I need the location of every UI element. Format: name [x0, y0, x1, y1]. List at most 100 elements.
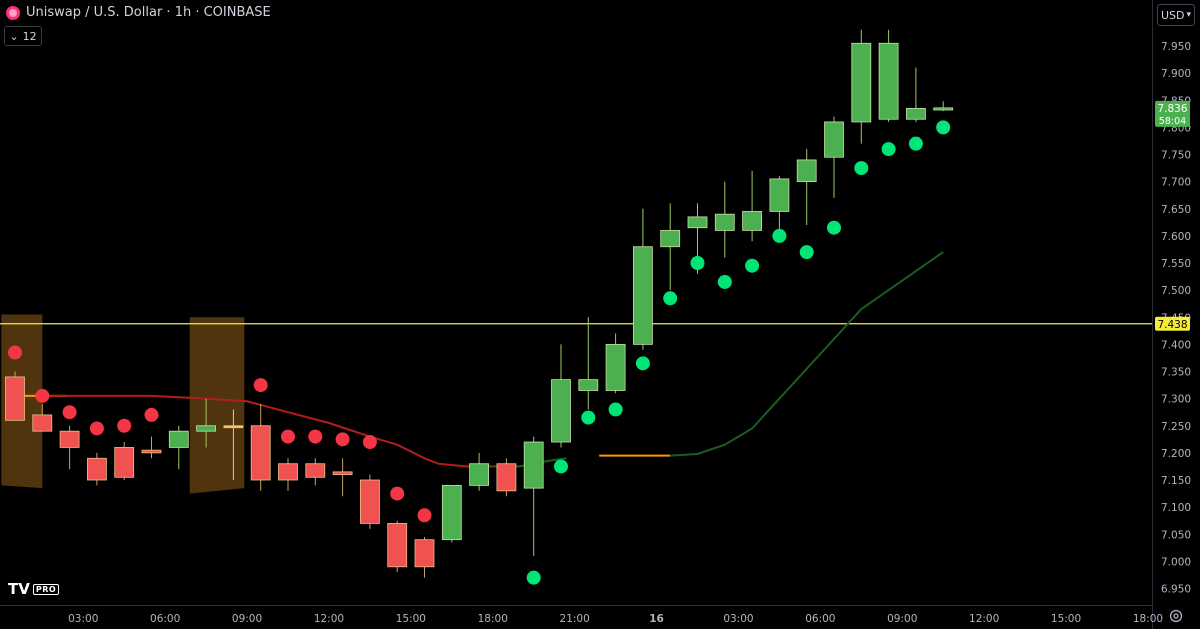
- sar-dot-bear: [89, 421, 104, 436]
- y-tick-label: 7.650: [1161, 204, 1191, 216]
- sar-dot-bear: [417, 508, 432, 523]
- candle-body[interactable]: [906, 107, 926, 120]
- sar-dot-bull: [854, 161, 869, 176]
- x-tick-label: 06:00: [150, 613, 180, 625]
- sar-dot-bear: [362, 435, 377, 450]
- candle-body[interactable]: [878, 42, 899, 120]
- y-tick-label: 7.150: [1161, 475, 1191, 487]
- x-tick-label: 15:00: [396, 613, 426, 625]
- moving-average-line: [42, 394, 493, 468]
- sar-dot-bear: [253, 378, 268, 393]
- candle-body[interactable]: [32, 414, 53, 432]
- candle-body[interactable]: [223, 425, 244, 429]
- candle-body[interactable]: [687, 216, 708, 229]
- y-tick-label: 7.050: [1161, 529, 1191, 541]
- sar-dot-bear: [144, 407, 159, 422]
- candle-body[interactable]: [769, 178, 790, 212]
- sar-dot-bear: [62, 405, 77, 420]
- y-tick-label: 7.350: [1161, 367, 1191, 379]
- candle-body[interactable]: [578, 379, 599, 391]
- y-tick-label: 7.700: [1161, 177, 1191, 189]
- candle-body[interactable]: [551, 379, 571, 443]
- candle-body[interactable]: [933, 107, 954, 111]
- x-tick-label: 03:00: [68, 613, 98, 625]
- candle-body[interactable]: [824, 121, 844, 158]
- x-tick-label: 18:00: [478, 613, 508, 625]
- uniswap-logo-icon: [6, 5, 20, 20]
- candle-body[interactable]: [5, 376, 25, 421]
- x-tick-label: 12:00: [969, 613, 999, 625]
- symbol-title: Uniswap / U.S. Dollar · 1h · COINBASE: [26, 5, 271, 20]
- sar-dot-bear: [8, 345, 22, 360]
- gear-icon[interactable]: [1168, 608, 1184, 624]
- sar-dot-bull: [581, 410, 596, 425]
- candle-body[interactable]: [660, 230, 681, 248]
- candle-body[interactable]: [141, 449, 162, 454]
- sar-dot-bull: [745, 258, 760, 273]
- sar-dot-bull: [799, 245, 814, 260]
- candle-body[interactable]: [359, 479, 380, 524]
- candle-body[interactable]: [59, 430, 80, 448]
- y-tick-label: 7.400: [1161, 339, 1191, 351]
- x-tick-label: 21:00: [560, 613, 590, 625]
- sar-dot-bull: [690, 256, 705, 270]
- candle-body[interactable]: [278, 463, 298, 481]
- candle-body[interactable]: [87, 457, 107, 481]
- candle-body[interactable]: [851, 42, 872, 123]
- candle-body[interactable]: [196, 425, 217, 432]
- candle-body[interactable]: [523, 441, 544, 489]
- candle-body[interactable]: [305, 463, 326, 478]
- sar-dot-bull: [526, 570, 541, 585]
- y-tick-label: 7.950: [1161, 41, 1191, 53]
- candle-body[interactable]: [250, 425, 271, 481]
- sar-dot-bull: [663, 291, 678, 306]
- x-tick-label: 16: [649, 613, 664, 625]
- highlight-zone: [189, 317, 245, 494]
- interval-toggle-button[interactable]: ⌄ 12: [4, 26, 42, 46]
- y-tick-label: 7.200: [1161, 448, 1191, 460]
- x-tick-label: 09:00: [232, 613, 262, 625]
- currency-label: USD: [1160, 8, 1185, 22]
- x-tick-label: 03:00: [723, 613, 753, 625]
- sar-dot-bull: [772, 228, 787, 243]
- y-tick-label: 7.600: [1161, 231, 1191, 243]
- candle-body[interactable]: [469, 463, 490, 486]
- candle-body[interactable]: [714, 213, 735, 231]
- sar-dot-bull: [554, 459, 568, 474]
- chevron-down-icon: ▾: [1186, 10, 1192, 20]
- y-tick-label: 7.900: [1161, 68, 1191, 80]
- moving-average-line: [670, 251, 944, 457]
- symbol-header[interactable]: Uniswap / U.S. Dollar · 1h · COINBASE: [6, 5, 271, 20]
- candle-body[interactable]: [605, 343, 626, 391]
- chevron-down-icon: ⌄: [9, 29, 19, 43]
- candle-body[interactable]: [332, 471, 353, 475]
- hline-price-tag: [1155, 316, 1190, 331]
- candle-body[interactable]: [796, 159, 817, 183]
- candle-body[interactable]: [496, 463, 517, 492]
- y-tick-label: 6.950: [1161, 584, 1191, 596]
- candle-body[interactable]: [633, 246, 653, 345]
- tv-logo-text: TV: [8, 580, 30, 598]
- tradingview-logo[interactable]: TV PRO: [8, 580, 60, 598]
- y-tick-label: 7.100: [1161, 502, 1191, 514]
- candle-body[interactable]: [441, 485, 462, 541]
- x-tick-label: 18:00: [1133, 613, 1163, 625]
- y-tick-label: 7.750: [1161, 150, 1191, 162]
- x-tick-label: 09:00: [887, 613, 917, 625]
- last-price-label: 7.836: [1157, 103, 1187, 115]
- x-tick-label: 06:00: [805, 613, 835, 625]
- last-price-tag: [1155, 100, 1190, 127]
- currency-selector[interactable]: USD ▾: [1157, 4, 1195, 26]
- y-tick-label: 7.250: [1161, 421, 1191, 433]
- y-tick-label: 7.000: [1161, 556, 1191, 568]
- candle-body[interactable]: [742, 211, 762, 231]
- candle-body[interactable]: [168, 430, 189, 448]
- sar-dot-bull: [827, 220, 841, 235]
- sar-dot-bull: [717, 274, 732, 289]
- candle-body[interactable]: [387, 523, 408, 568]
- candle-body[interactable]: [114, 447, 135, 478]
- y-tick-label: 7.500: [1161, 285, 1191, 297]
- sar-dot-bull: [908, 136, 923, 151]
- candle-body[interactable]: [414, 539, 435, 568]
